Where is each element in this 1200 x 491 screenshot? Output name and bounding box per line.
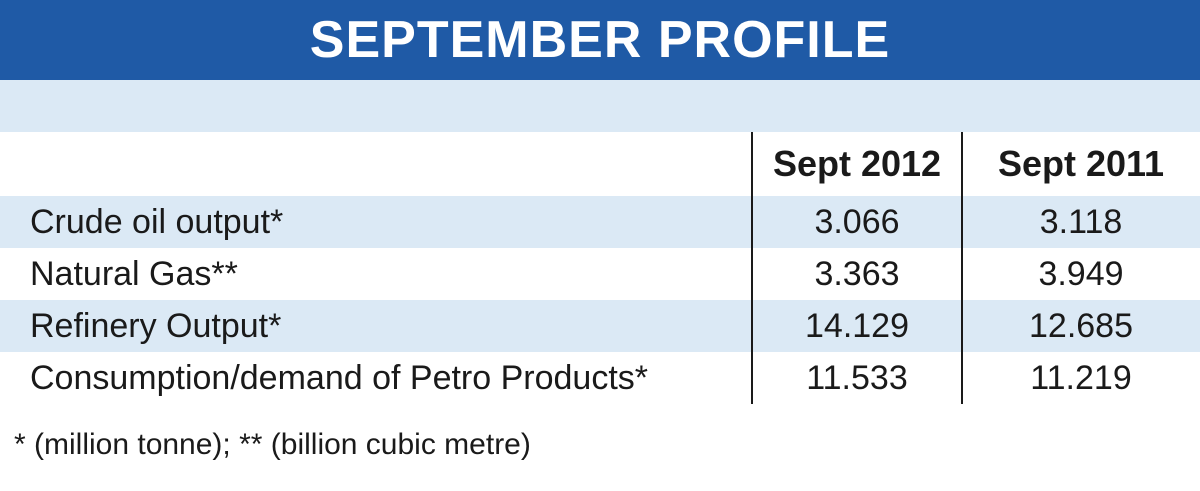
row-label: Refinery Output*	[30, 306, 282, 345]
table-row: Consumption/demand of Petro Products* 11…	[0, 352, 1200, 404]
value-sept-2012: 11.533	[806, 358, 908, 397]
table-row: Crude oil output* 3.066 3.118	[0, 196, 1200, 248]
row-label: Consumption/demand of Petro Products*	[30, 358, 649, 397]
title-banner: SEPTEMBER PROFILE	[0, 0, 1200, 80]
value-sept-2011: 3.949	[1038, 254, 1124, 293]
table-header-row: Sept 2012 Sept 2011	[0, 132, 1200, 196]
column-divider	[751, 132, 753, 404]
value-sept-2012: 3.066	[814, 202, 900, 241]
value-sept-2011: 3.118	[1039, 202, 1123, 241]
value-sept-2011: 12.685	[1029, 306, 1133, 345]
value-sept-2012: 14.129	[805, 306, 909, 345]
table-row: Natural Gas** 3.363 3.949	[0, 248, 1200, 300]
row-label: Natural Gas**	[30, 254, 238, 293]
row-label: Crude oil output*	[30, 202, 284, 241]
column-divider	[961, 132, 963, 404]
table-row: Refinery Output* 14.129 12.685	[0, 300, 1200, 352]
column-header-sept-2011: Sept 2011	[997, 143, 1165, 184]
footnote: * (million tonne); ** (billion cubic met…	[14, 428, 531, 461]
table-title: SEPTEMBER PROFILE	[309, 11, 891, 69]
header-empty-cell	[0, 132, 752, 196]
value-sept-2011: 11.219	[1030, 358, 1132, 397]
value-sept-2012: 3.363	[814, 254, 900, 293]
spacer-band	[0, 80, 1200, 132]
column-header-sept-2012: Sept 2012	[772, 143, 942, 184]
